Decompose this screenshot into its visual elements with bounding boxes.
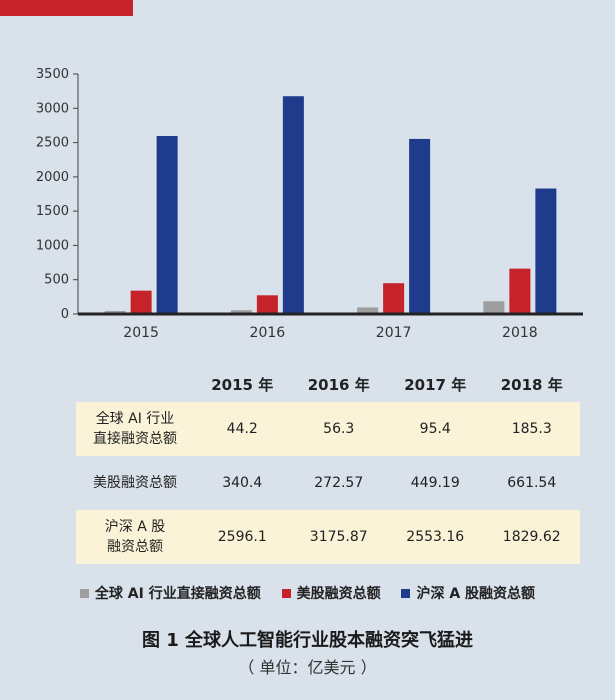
x-tick-label: 2018 (502, 325, 538, 341)
header-accent-bar (0, 0, 133, 16)
row-label-line: 直接融资总额 (93, 431, 177, 447)
bar (535, 188, 557, 314)
y-tick-label: 3500 (36, 67, 69, 82)
legend-label: 沪深 A 股融资总额 (416, 586, 536, 602)
table-cell: 3175.87 (290, 510, 387, 564)
table-header-cell: 2017 年 (404, 375, 467, 394)
bar (104, 310, 126, 314)
bar (357, 307, 379, 314)
y-tick-label: 0 (61, 307, 69, 322)
table-corner (76, 366, 194, 402)
y-tick-label: 3000 (36, 101, 69, 116)
row-label-line: 沪深 A 股 (104, 519, 166, 535)
y-tick-label: 1000 (36, 238, 69, 253)
data-table: 2015 年 2016 年 2017 年 2018 年 全球 AI 行业 直接融… (76, 366, 580, 564)
bar (409, 138, 431, 314)
table-header-cell: 2018 年 (500, 375, 563, 394)
table-row: 全球 AI 行业 直接融资总额 44.2 56.3 95.4 185.3 (76, 402, 580, 456)
x-tick-label: 2017 (376, 325, 412, 341)
row-label-line: 全球 AI 行业 (95, 411, 175, 427)
figure-caption: 图 1 全球人工智能行业股本融资突飞猛进 (141, 630, 474, 651)
red-square-icon (281, 588, 291, 598)
bar (483, 301, 505, 314)
table-cell: 661.54 (507, 475, 557, 491)
table-cell: 56.3 (290, 402, 387, 456)
table-header-cell: 2016 年 (307, 375, 370, 394)
bar (230, 310, 252, 314)
x-tick-label: 2016 (250, 325, 286, 341)
row-label: 沪深 A 股 融资总额 (76, 510, 194, 564)
y-tick-label: 1500 (36, 204, 69, 219)
table-cell: 1829.62 (483, 510, 580, 564)
legend-item: 美股融资总额 (281, 583, 381, 603)
y-tick-label: 2000 (36, 170, 69, 185)
y-tick-label: 2500 (36, 136, 69, 151)
table-header-cell: 2015 年 (211, 375, 274, 394)
bar-chart: 0 500 1000 1500 2000 2500 3000 3500 2015 2016 2017… (36, 67, 583, 341)
table-cell: 272.57 (314, 475, 364, 491)
blue-square-icon (401, 588, 411, 598)
table-row: 美股融资总额 340.4 272.57 449.19 661.54 (76, 456, 580, 510)
table-cell: 2596.1 (194, 510, 291, 564)
table-cell: 449.19 (410, 475, 460, 491)
row-label-line: 美股融资总额 (93, 475, 177, 491)
legend-item: 沪深 A 股融资总额 (401, 583, 535, 603)
legend-label: 美股融资总额 (296, 586, 381, 602)
table-cell: 2553.16 (387, 510, 484, 564)
gray-square-icon (79, 588, 89, 598)
table-cell: 340.4 (222, 475, 263, 491)
bar (156, 135, 178, 314)
legend-label: 全球 AI 行业直接融资总额 (94, 586, 261, 602)
bar (509, 268, 531, 314)
table-row: 沪深 A 股 融资总额 2596.1 3175.87 2553.16 1829.… (76, 510, 580, 564)
bar (130, 290, 152, 314)
legend-item: 全球 AI 行业直接融资总额 (79, 583, 261, 603)
bar (256, 295, 278, 314)
table-cell: 185.3 (483, 402, 580, 456)
x-tick-label: 2015 (123, 325, 159, 341)
row-label: 全球 AI 行业 直接融资总额 (76, 402, 194, 456)
table-cell: 95.4 (387, 402, 484, 456)
row-label-line: 融资总额 (107, 539, 163, 555)
table-header-row: 2015 年 2016 年 2017 年 2018 年 (76, 366, 580, 402)
bar (383, 283, 405, 314)
table-cell: 44.2 (194, 402, 291, 456)
figure-unit: （ 单位：亿美元 ） (238, 658, 377, 677)
bar (282, 96, 304, 314)
row-label: 美股融资总额 (76, 456, 194, 510)
chart-legend: 全球 AI 行业直接融资总额 美股融资总额 沪深 A 股融资总额 (0, 583, 615, 603)
y-tick-label: 500 (44, 273, 69, 288)
